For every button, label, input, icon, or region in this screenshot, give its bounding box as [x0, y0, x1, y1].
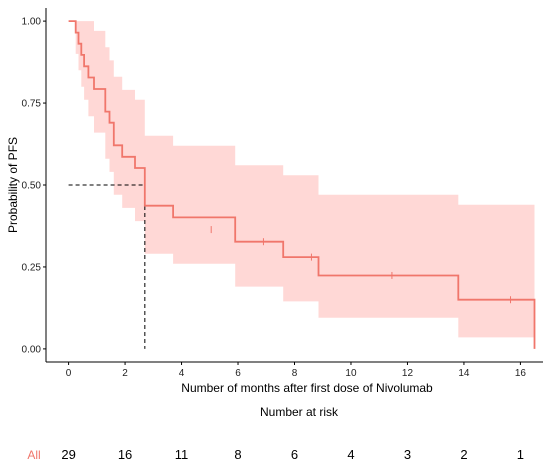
x-tick-label: 12 — [402, 368, 414, 379]
y-tick-label: 0.75 — [22, 99, 42, 110]
risk-count: 4 — [347, 447, 354, 462]
risk-count: 29 — [61, 447, 75, 462]
confidence-band — [68, 21, 535, 338]
risk-table-strata-label: All — [27, 448, 40, 462]
x-tick-label: 2 — [122, 368, 128, 379]
x-tick-label: 16 — [515, 368, 527, 379]
risk-table-counts: 29 16 11 8 6 4 3 2 1 — [61, 447, 524, 462]
x-tick-label: 6 — [235, 368, 241, 379]
risk-count: 3 — [404, 447, 411, 462]
risk-count: 16 — [118, 447, 132, 462]
y-tick-label: 0.25 — [22, 262, 42, 273]
risk-count: 8 — [234, 447, 241, 462]
tick-labels-layer: 0.00 0.25 0.50 0.75 1.00 0 2 4 6 8 10 12 14 16 — [22, 17, 527, 379]
x-tick-label: 0 — [66, 368, 72, 379]
median-lines-layer — [68, 184, 146, 349]
x-tick-label: 4 — [179, 368, 185, 379]
x-tick-label: 14 — [458, 368, 470, 379]
ci-band-layer — [68, 21, 535, 338]
y-tick-label: 0.00 — [22, 344, 42, 355]
axes-layer — [43, 8, 543, 365]
risk-table-title: Number at risk — [260, 405, 339, 419]
y-tick-label: 1.00 — [22, 17, 42, 28]
survival-curve — [68, 20, 536, 349]
curve-layer — [68, 20, 536, 349]
y-axis-title: Probability of PFS — [6, 137, 20, 233]
y-tick-label: 0.50 — [22, 181, 42, 192]
x-tick-label: 8 — [292, 368, 298, 379]
risk-count: 2 — [460, 447, 467, 462]
x-tick-label: 10 — [345, 368, 357, 379]
x-axis-title: Number of months after first dose of Niv… — [181, 381, 433, 395]
risk-count: 1 — [517, 447, 524, 462]
risk-count: 6 — [291, 447, 298, 462]
censor-marks-layer — [210, 226, 512, 304]
risk-count: 11 — [175, 447, 189, 462]
